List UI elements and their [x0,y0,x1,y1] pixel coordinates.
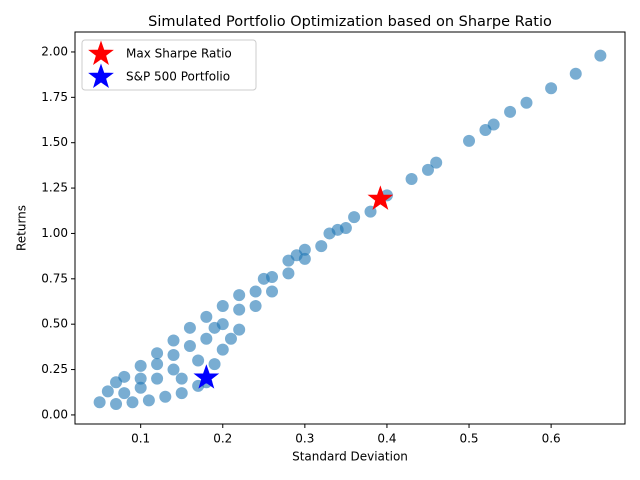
y-tick-label: 2.00 [41,44,68,58]
portfolio-point [430,156,443,169]
portfolio-point [216,318,229,331]
portfolio-point [266,285,279,298]
portfolio-point [290,249,303,262]
portfolio-point [134,381,147,394]
portfolio-point [224,332,237,345]
star-marker [367,185,394,210]
portfolio-point [315,240,328,253]
portfolio-point [110,398,123,411]
y-tick-label: 0.50 [41,317,68,331]
y-tick-label: 1.75 [41,90,68,104]
legend-marker [88,40,114,65]
portfolio-point [167,363,180,376]
y-axis-label: Returns [15,205,29,251]
portfolio-point [167,349,180,362]
y-tick-label: 0.75 [41,271,68,285]
portfolio-point [101,385,114,398]
portfolio-point [545,82,558,95]
legend-marker [88,63,114,88]
portfolio-point [134,372,147,385]
x-tick-label: 0.6 [542,432,561,446]
portfolio-point [159,390,172,403]
legend-label: Max Sharpe Ratio [126,47,232,61]
portfolio-point [151,358,164,371]
portfolio-point [134,359,147,372]
portfolio-point [594,49,607,62]
portfolio-point [249,300,262,313]
x-tick-label: 0.1 [131,432,150,446]
portfolio-point [208,358,221,371]
portfolio-point [175,372,188,385]
portfolio-point [233,323,246,336]
plot-frame [74,31,626,425]
portfolio-point [183,321,196,334]
portfolio-point [348,211,361,224]
portfolio-point [405,173,418,185]
portfolio-point [249,285,262,298]
portfolio-point [183,339,196,352]
chart-title: Simulated Portfolio Optimization based o… [148,14,552,30]
portfolio-point [118,370,131,383]
portfolio-point [93,396,106,409]
portfolio-point [520,96,533,109]
portfolio-point [151,347,164,360]
portfolio-point [331,223,344,236]
portfolio-point [142,394,155,407]
x-axis-label: Standard Deviation [292,450,408,464]
portfolio-point [200,310,213,323]
star-marker [193,364,220,389]
portfolio-point [167,334,180,347]
portfolio-point [421,163,434,176]
portfolio-point [118,387,131,400]
x-tick-label: 0.5 [459,432,478,446]
y-tick-label: 1.50 [41,135,68,149]
portfolio-point [175,387,188,400]
y-tick-label: 1.00 [41,226,68,240]
portfolio-point [463,134,476,147]
y-tick-label: 0.00 [41,407,68,421]
y-tick-label: 0.25 [41,362,68,376]
y-tick-label: 1.25 [41,181,68,195]
portfolio-point [569,67,582,80]
legend-label: S&P 500 Portfolio [126,70,230,84]
portfolio-point [282,267,295,280]
x-tick-label: 0.3 [295,432,314,446]
portfolio-point [479,124,492,136]
portfolio-point [192,354,205,367]
portfolio-point [233,303,246,316]
portfolio-point [266,271,279,283]
portfolio-point [200,332,213,345]
x-tick-label: 0.4 [377,432,396,446]
portfolio-point [233,289,246,302]
legend-box [81,39,257,91]
portfolio-point [126,396,139,409]
portfolio-point [216,343,229,356]
portfolio-point [504,105,517,118]
portfolio-point [151,372,164,385]
x-tick-label: 0.2 [213,432,232,446]
portfolio-point [216,300,229,313]
